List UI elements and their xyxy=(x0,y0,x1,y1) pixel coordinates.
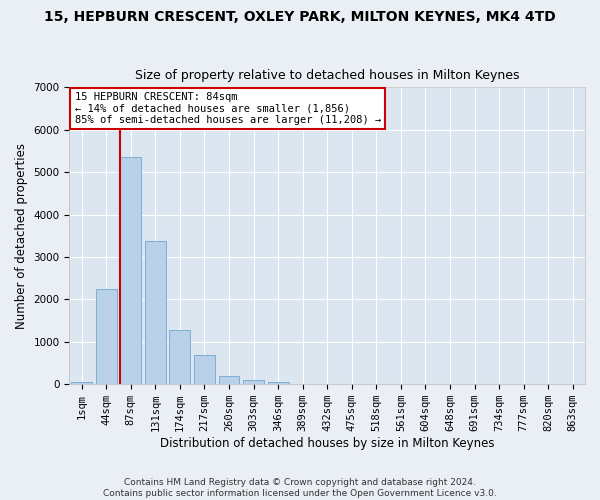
Text: 15, HEPBURN CRESCENT, OXLEY PARK, MILTON KEYNES, MK4 4TD: 15, HEPBURN CRESCENT, OXLEY PARK, MILTON… xyxy=(44,10,556,24)
Bar xyxy=(71,382,92,384)
Bar xyxy=(194,354,215,384)
Text: 15 HEPBURN CRESCENT: 84sqm
← 14% of detached houses are smaller (1,856)
85% of s: 15 HEPBURN CRESCENT: 84sqm ← 14% of deta… xyxy=(74,92,381,125)
Bar xyxy=(169,330,190,384)
Bar xyxy=(268,382,289,384)
Text: Contains HM Land Registry data © Crown copyright and database right 2024.
Contai: Contains HM Land Registry data © Crown c… xyxy=(103,478,497,498)
X-axis label: Distribution of detached houses by size in Milton Keynes: Distribution of detached houses by size … xyxy=(160,437,494,450)
Bar xyxy=(96,289,116,384)
Y-axis label: Number of detached properties: Number of detached properties xyxy=(15,143,28,329)
Title: Size of property relative to detached houses in Milton Keynes: Size of property relative to detached ho… xyxy=(135,69,520,82)
Bar xyxy=(243,380,264,384)
Bar xyxy=(145,241,166,384)
Bar xyxy=(218,376,239,384)
Bar xyxy=(121,158,141,384)
